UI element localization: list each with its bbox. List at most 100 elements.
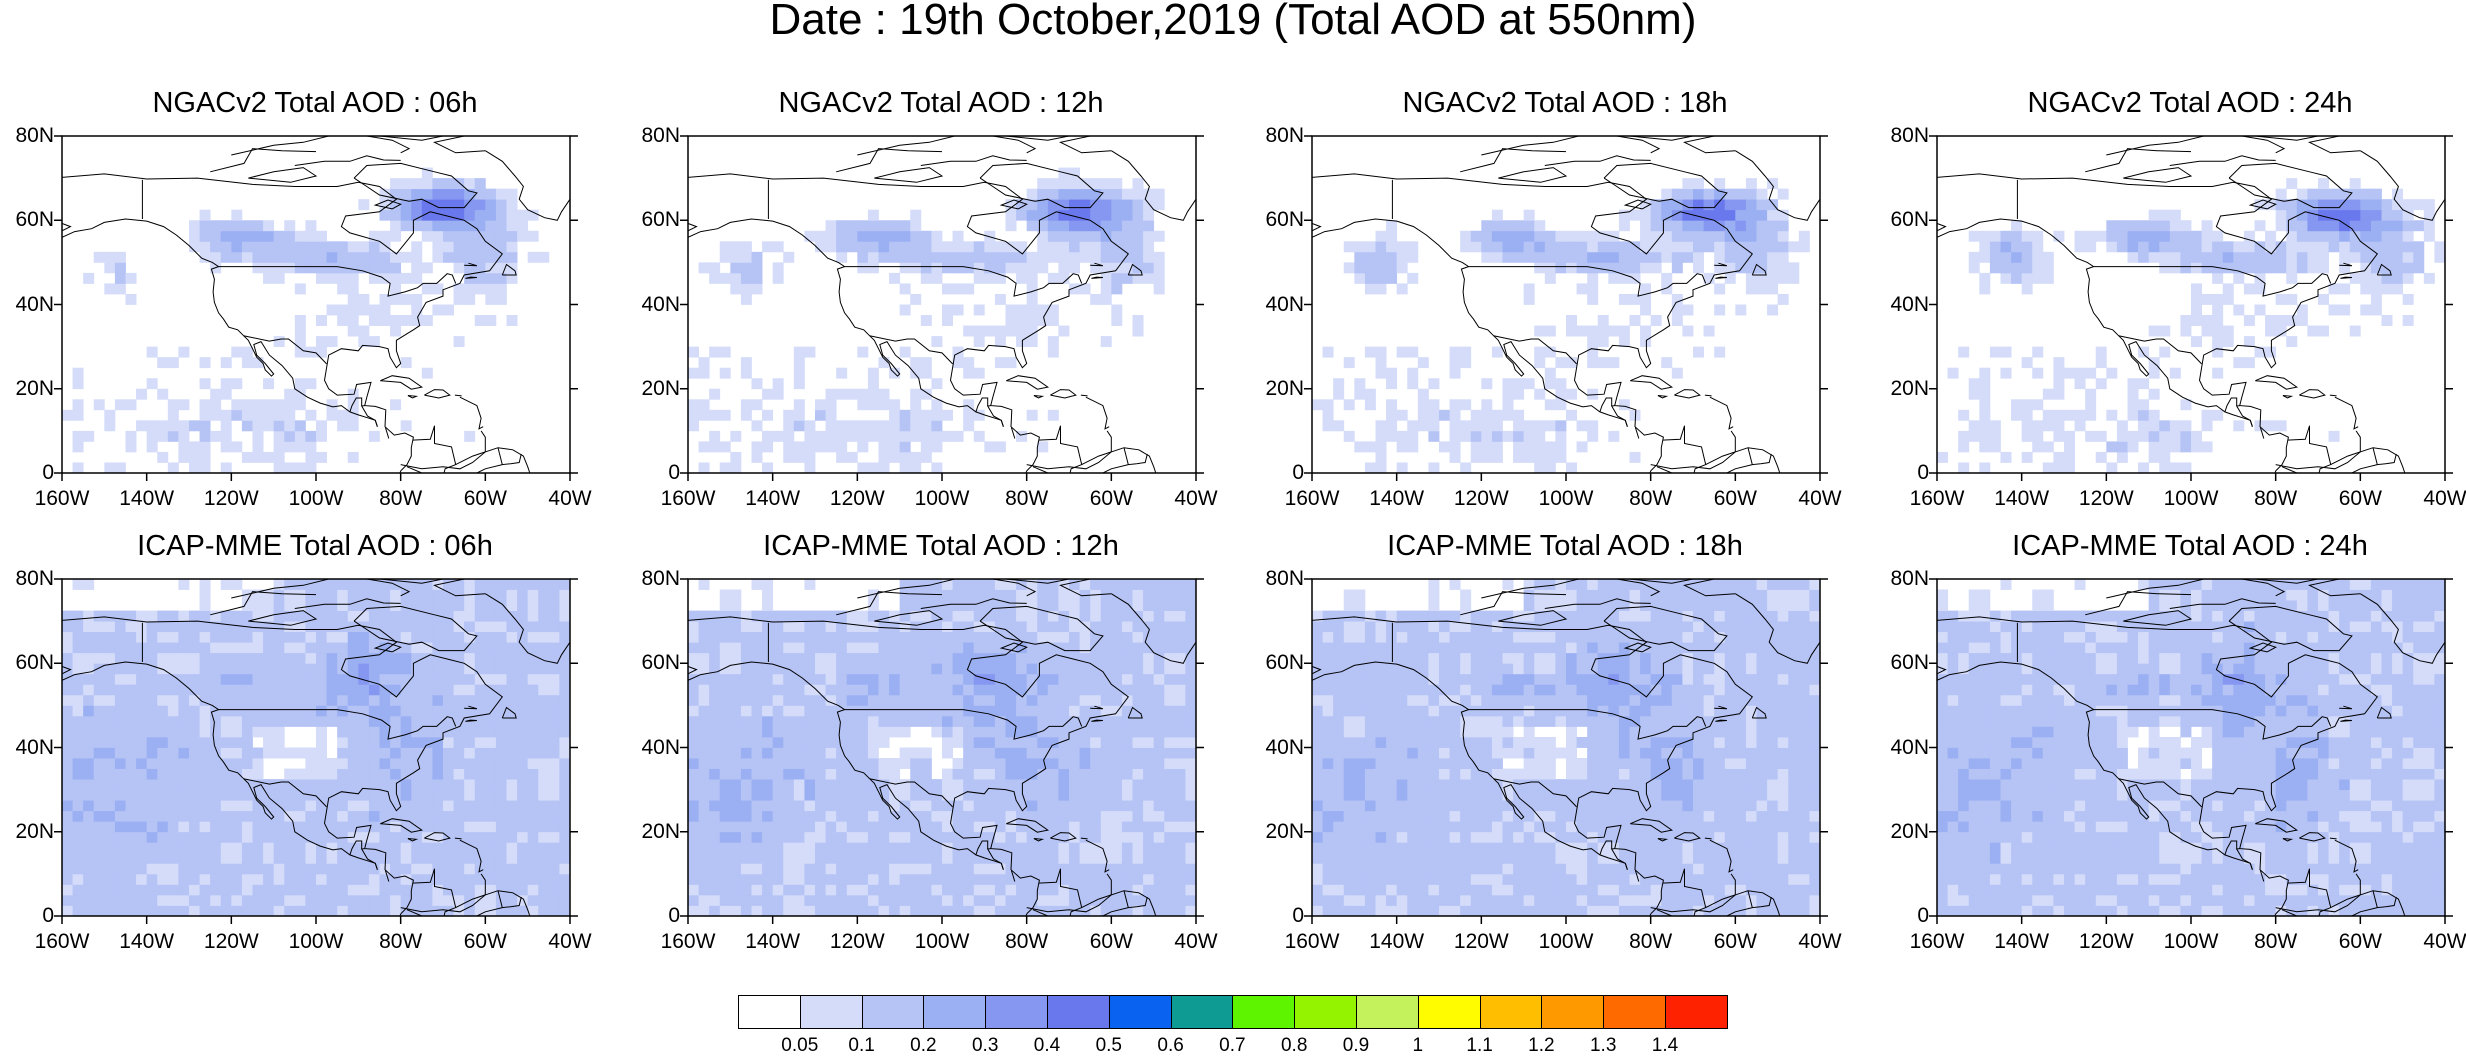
x-tick-label: 160W bbox=[648, 932, 728, 952]
aod-map bbox=[1875, 88, 2466, 528]
y-tick-label: 0 bbox=[0, 906, 54, 926]
y-tick-label: 20N bbox=[1873, 822, 1929, 842]
x-tick-label: 140W bbox=[733, 932, 813, 952]
y-tick-label: 80N bbox=[0, 569, 54, 589]
colorbar-swatch bbox=[1665, 995, 1728, 1029]
colorbar-label: 1.1 bbox=[1450, 1035, 1510, 1057]
x-tick-label: 40W bbox=[1156, 489, 1236, 509]
x-tick-label: 80W bbox=[1611, 489, 1691, 509]
figure-title: Date : 19th October,2019 (Total AOD at 5… bbox=[0, 0, 2466, 40]
y-tick-label: 80N bbox=[1248, 569, 1304, 589]
x-tick-label: 80W bbox=[2236, 489, 2316, 509]
x-tick-label: 100W bbox=[2151, 932, 2231, 952]
aod-map bbox=[626, 531, 1256, 971]
colorbar-swatch bbox=[738, 995, 801, 1029]
y-tick-label: 80N bbox=[624, 126, 680, 146]
x-tick-label: 120W bbox=[191, 932, 271, 952]
colorbar-swatch bbox=[1171, 995, 1234, 1029]
y-tick-label: 0 bbox=[0, 463, 54, 483]
colorbar-label: 0.4 bbox=[1017, 1035, 1077, 1057]
y-tick-label: 60N bbox=[0, 653, 54, 673]
aod-map bbox=[0, 531, 630, 971]
y-tick-label: 0 bbox=[624, 906, 680, 926]
y-tick-label: 0 bbox=[1248, 463, 1304, 483]
x-tick-label: 40W bbox=[2405, 932, 2466, 952]
x-tick-label: 60W bbox=[2320, 489, 2400, 509]
colorbar-label: 1.2 bbox=[1511, 1035, 1571, 1057]
colorbar-swatch bbox=[985, 995, 1048, 1029]
x-tick-label: 120W bbox=[1441, 489, 1521, 509]
x-tick-label: 120W bbox=[1441, 932, 1521, 952]
x-tick-label: 100W bbox=[1526, 489, 1606, 509]
aod-map bbox=[1875, 531, 2466, 971]
x-tick-label: 120W bbox=[817, 489, 897, 509]
colorbar-label: 0.3 bbox=[955, 1035, 1015, 1057]
aod-field bbox=[1312, 178, 1810, 473]
colorbar-swatch bbox=[1047, 995, 1110, 1029]
x-tick-label: 160W bbox=[648, 489, 728, 509]
x-tick-label: 60W bbox=[445, 932, 525, 952]
x-tick-label: 80W bbox=[361, 932, 441, 952]
colorbar-label: 0.5 bbox=[1079, 1035, 1139, 1057]
x-tick-label: 140W bbox=[107, 932, 187, 952]
y-tick-label: 60N bbox=[1248, 653, 1304, 673]
x-tick-label: 160W bbox=[1272, 932, 1352, 952]
colorbar-label: 1 bbox=[1388, 1035, 1448, 1057]
aod-field bbox=[1937, 178, 2445, 473]
y-tick-label: 60N bbox=[1873, 210, 1929, 230]
x-tick-label: 100W bbox=[276, 932, 356, 952]
x-tick-label: 140W bbox=[1357, 489, 1437, 509]
x-tick-label: 120W bbox=[2066, 932, 2146, 952]
y-tick-label: 0 bbox=[624, 463, 680, 483]
colorbar-swatch bbox=[923, 995, 986, 1029]
y-tick-label: 20N bbox=[1873, 379, 1929, 399]
y-tick-label: 20N bbox=[0, 822, 54, 842]
x-tick-label: 40W bbox=[530, 489, 610, 509]
y-tick-label: 80N bbox=[1873, 569, 1929, 589]
colorbar-swatch bbox=[1109, 995, 1172, 1029]
colorbar-swatch bbox=[1603, 995, 1666, 1029]
colorbar-swatch bbox=[1418, 995, 1481, 1029]
aod-field bbox=[688, 168, 1165, 474]
x-tick-label: 100W bbox=[276, 489, 356, 509]
x-tick-label: 140W bbox=[1982, 932, 2062, 952]
x-tick-label: 80W bbox=[361, 489, 441, 509]
y-tick-label: 80N bbox=[1248, 126, 1304, 146]
x-tick-label: 60W bbox=[1071, 489, 1151, 509]
aod-field bbox=[62, 168, 549, 474]
x-tick-label: 160W bbox=[1897, 932, 1977, 952]
y-tick-label: 80N bbox=[624, 569, 680, 589]
x-tick-label: 60W bbox=[2320, 932, 2400, 952]
y-tick-label: 40N bbox=[0, 738, 54, 758]
colorbar-label: 1.3 bbox=[1573, 1035, 1633, 1057]
y-tick-label: 20N bbox=[624, 379, 680, 399]
x-tick-label: 100W bbox=[2151, 489, 2231, 509]
y-tick-label: 40N bbox=[1873, 295, 1929, 315]
x-tick-label: 40W bbox=[530, 932, 610, 952]
colorbar-swatch bbox=[1356, 995, 1419, 1029]
x-tick-label: 40W bbox=[1156, 932, 1236, 952]
x-tick-label: 80W bbox=[987, 932, 1067, 952]
x-tick-label: 60W bbox=[445, 489, 525, 509]
y-tick-label: 20N bbox=[1248, 379, 1304, 399]
y-tick-label: 80N bbox=[0, 126, 54, 146]
y-tick-label: 0 bbox=[1873, 906, 1929, 926]
y-tick-label: 40N bbox=[624, 295, 680, 315]
y-tick-label: 40N bbox=[1248, 738, 1304, 758]
x-tick-label: 120W bbox=[2066, 489, 2146, 509]
colorbar-label: 0.8 bbox=[1264, 1035, 1324, 1057]
aod-map bbox=[626, 88, 1256, 528]
x-tick-label: 100W bbox=[902, 489, 982, 509]
x-tick-label: 140W bbox=[733, 489, 813, 509]
y-tick-label: 60N bbox=[0, 210, 54, 230]
colorbar-label: 1.4 bbox=[1635, 1035, 1695, 1057]
y-tick-label: 40N bbox=[624, 738, 680, 758]
colorbar-swatch bbox=[1541, 995, 1604, 1029]
x-tick-label: 40W bbox=[1780, 932, 1860, 952]
x-tick-label: 60W bbox=[1071, 932, 1151, 952]
